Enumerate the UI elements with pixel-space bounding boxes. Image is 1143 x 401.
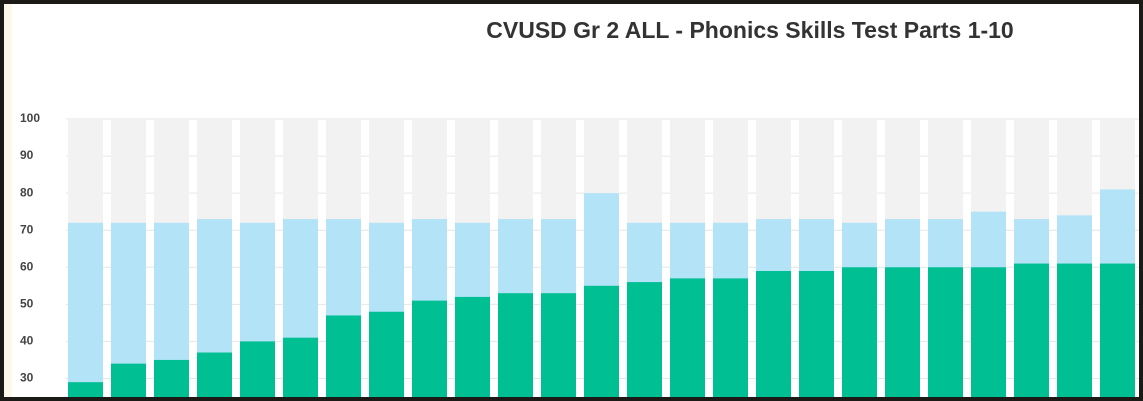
side-strip <box>4 4 12 397</box>
plot: 30 40 50 60 70 80 90 100 <box>20 111 1140 397</box>
y-tick-label: 60 <box>20 259 34 273</box>
bar <box>713 278 748 397</box>
y-tick-label: 40 <box>20 334 34 348</box>
bar <box>283 337 318 397</box>
bar <box>111 363 146 397</box>
bar <box>1057 263 1092 397</box>
bar <box>68 382 103 397</box>
y-tick-label: 100 <box>20 111 40 125</box>
bar <box>498 293 533 397</box>
bar <box>1014 263 1049 397</box>
bar <box>842 267 877 397</box>
bar <box>68 222 103 397</box>
chart-title: CVUSD Gr 2 ALL - Phonics Skills Test Par… <box>486 17 1013 43</box>
bar <box>197 352 232 397</box>
bar <box>369 311 404 397</box>
bar <box>455 296 490 397</box>
bar <box>971 267 1006 397</box>
bar <box>154 359 189 397</box>
bar <box>1100 263 1135 397</box>
bar <box>326 315 361 397</box>
bar <box>412 300 447 397</box>
y-tick-label: 90 <box>20 148 34 162</box>
bar <box>670 278 705 397</box>
bar <box>541 293 576 397</box>
bar <box>584 285 619 397</box>
y-tick-label: 30 <box>20 371 34 385</box>
bar <box>928 267 963 397</box>
y-tick-label: 50 <box>20 297 34 311</box>
y-tick-label: 80 <box>20 185 34 199</box>
y-tick-label: 70 <box>20 222 34 236</box>
bar <box>799 270 834 397</box>
bar <box>240 341 275 397</box>
bar <box>627 282 662 397</box>
bar <box>885 267 920 397</box>
bar <box>756 270 791 397</box>
